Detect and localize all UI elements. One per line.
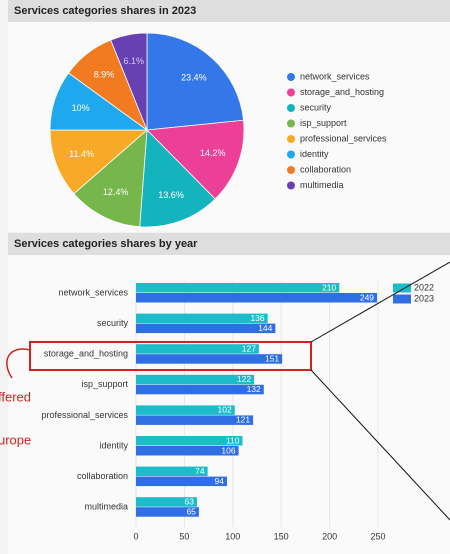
y-tick-label: storage_and_hosting (44, 349, 128, 359)
bar-value-label: 132 (247, 384, 261, 394)
pie-header (8, 0, 450, 22)
x-tick-label: 200 (322, 531, 337, 541)
y-tick-label: professional_services (41, 410, 128, 420)
bar-value-label: 106 (221, 445, 235, 455)
bar-title: Services categories shares by year (14, 238, 198, 250)
bar-value-label: 94 (215, 476, 225, 486)
bar (136, 293, 378, 303)
bar-value-label: 65 (186, 506, 196, 516)
legend-label: security (300, 102, 332, 112)
bar-value-label: 74 (195, 466, 205, 476)
zoom-line (310, 261, 450, 343)
legend-label: identity (300, 149, 329, 159)
legend-label: multimedia (300, 180, 344, 190)
bar-value-label: 144 (258, 323, 272, 333)
bar (136, 405, 235, 415)
slice-label: 13.6% (158, 190, 184, 200)
annotation-text: ffered (0, 389, 31, 404)
slice-label: 11.4% (69, 149, 94, 159)
legend-label: collaboration (300, 164, 351, 174)
pie-slice (146, 119, 245, 200)
slice-label: 23.4% (181, 73, 207, 83)
bar-header (8, 233, 450, 255)
highlight-box (29, 341, 312, 371)
bar (136, 313, 268, 324)
x-tick-label: 150 (274, 531, 289, 541)
y-tick-label: multimedia (84, 502, 128, 512)
legend-swatch (287, 166, 295, 174)
legend-label: 2023 (414, 293, 434, 303)
bar-value-label: 127 (242, 343, 256, 353)
bar-value-label: 122 (237, 374, 251, 384)
legend-label: storage_and_hosting (300, 87, 384, 97)
bar (136, 476, 227, 487)
pie-slice (49, 129, 149, 195)
bar-value-label: 121 (236, 415, 250, 425)
x-tick-label: 50 (179, 531, 189, 541)
y-tick-label: identity (99, 440, 128, 450)
legend-swatch (287, 119, 295, 128)
bar-value-label: 151 (265, 353, 279, 363)
legend-swatch (287, 88, 295, 97)
y-tick-label: collaboration (77, 471, 128, 481)
pie-slice (139, 129, 216, 228)
legend-swatch (287, 150, 295, 159)
x-tick-label: 0 (133, 531, 138, 541)
bar-value-label: 249 (360, 292, 374, 302)
x-tick-label: 250 (370, 531, 385, 541)
pie-slice (146, 32, 244, 131)
legend-label: isp_support (300, 118, 347, 128)
bar (136, 466, 208, 477)
bar (136, 415, 254, 425)
legend-swatch (393, 283, 411, 293)
bar-chart: 0 50 100 150 200 250 network_services 210 249 sec… (41, 281, 434, 541)
pie-slice (73, 129, 148, 228)
bar-value-label: 102 (218, 405, 232, 415)
annotation-overlay: ffered urope (0, 261, 450, 521)
pie-slice (110, 32, 148, 131)
bar (136, 384, 264, 395)
legend-label: network_services (300, 71, 370, 81)
slice-label: 10% (72, 103, 90, 113)
bar (136, 497, 197, 507)
bar-value-label: 63 (185, 496, 195, 506)
bar-value-label: 110 (226, 435, 240, 445)
slice-label: 8.9% (94, 69, 115, 79)
bar (136, 344, 259, 354)
bar (136, 446, 239, 456)
zoom-line (310, 369, 450, 521)
annotation-text: urope (0, 432, 31, 447)
annotation-curve (6, 348, 31, 379)
legend-label: professional_services (300, 133, 387, 143)
legend-swatch (287, 104, 295, 112)
bar (136, 374, 255, 385)
legend-swatch (287, 135, 295, 143)
bar (136, 354, 283, 364)
slice-label: 14.2% (200, 148, 226, 158)
legend-swatch (287, 181, 295, 190)
bar (136, 323, 276, 334)
y-tick-label: isp_support (81, 379, 128, 389)
bar-value-label: 210 (322, 282, 336, 292)
pie: 23.4% 14.2% 13.6% 12.4% 11.4% 10% 8.9% 6.1% netw… (49, 32, 387, 228)
legend-swatch (287, 73, 295, 81)
y-tick-label: network_services (58, 287, 128, 297)
y-tick-label: security (97, 318, 129, 328)
bar-value-label: 136 (250, 313, 264, 323)
legend-label: 2022 (414, 282, 434, 292)
bar (136, 507, 199, 517)
x-tick-label: 100 (225, 531, 240, 541)
pie-title: Services categories shares in 2023 (14, 5, 196, 17)
slice-label: 6.1% (123, 56, 144, 66)
slice-label: 12.4% (103, 187, 129, 197)
bar (136, 436, 243, 446)
bar (136, 283, 340, 293)
legend-swatch (393, 294, 411, 304)
